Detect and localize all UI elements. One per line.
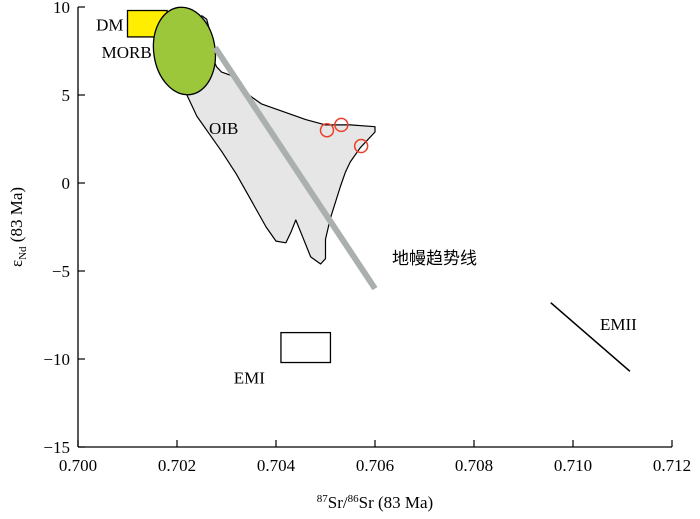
x-tick-label: 0.708 <box>455 456 493 475</box>
morb-field <box>152 6 217 96</box>
oib-label: OIB <box>209 119 238 138</box>
sample-point-2 <box>334 117 349 133</box>
x-label-sup-86: 86 <box>348 493 360 505</box>
fields-layer <box>126 6 631 372</box>
emi-label: EMI <box>234 369 266 388</box>
y-tick-label: 10 <box>53 0 70 17</box>
y-label-epsilon: ε <box>7 260 26 267</box>
x-label-part-2: Sr (83 Ma) <box>359 493 434 512</box>
mantle-array-line <box>212 45 378 291</box>
emii-label: EMII <box>600 315 637 334</box>
x-label-part-1: Sr/ <box>328 493 348 512</box>
morb-label: MORB <box>102 43 152 62</box>
x-tick-label: 0.700 <box>59 456 97 475</box>
y-label-sub: Nd <box>17 246 29 260</box>
sample-point-1 <box>319 122 335 138</box>
y-tick-label: 5 <box>62 86 71 105</box>
y-tick-label: −5 <box>52 262 70 281</box>
axes-layer: 0.700 0.702 0.704 0.706 0.708 0.710 0.712 10 5 0 −… <box>43 0 691 475</box>
x-axis-label: 87Sr/86Sr (83 Ma) <box>317 493 433 512</box>
x-tick-label: 0.710 <box>554 456 592 475</box>
emii-line <box>550 302 631 372</box>
y-tick-label: 0 <box>62 174 71 193</box>
y-tick-label: −15 <box>43 438 70 457</box>
emi-field <box>280 331 332 364</box>
mantle-array-label: 地幔趋势线 <box>392 249 477 269</box>
y-tick-label: −10 <box>43 350 70 369</box>
x-tick-label: 0.712 <box>653 456 691 475</box>
dm-label: DM <box>96 16 123 35</box>
x-label-sup-87: 87 <box>317 493 329 505</box>
x-tick-label: 0.702 <box>158 456 196 475</box>
x-tick-label: 0.706 <box>356 456 394 475</box>
x-tick-label: 0.704 <box>257 456 296 475</box>
marks-layer <box>319 117 369 154</box>
y-axis-label: εNd (83 Ma) <box>7 187 29 267</box>
y-label-rest: (83 Ma) <box>7 187 26 246</box>
sample-point-3 <box>353 138 369 154</box>
